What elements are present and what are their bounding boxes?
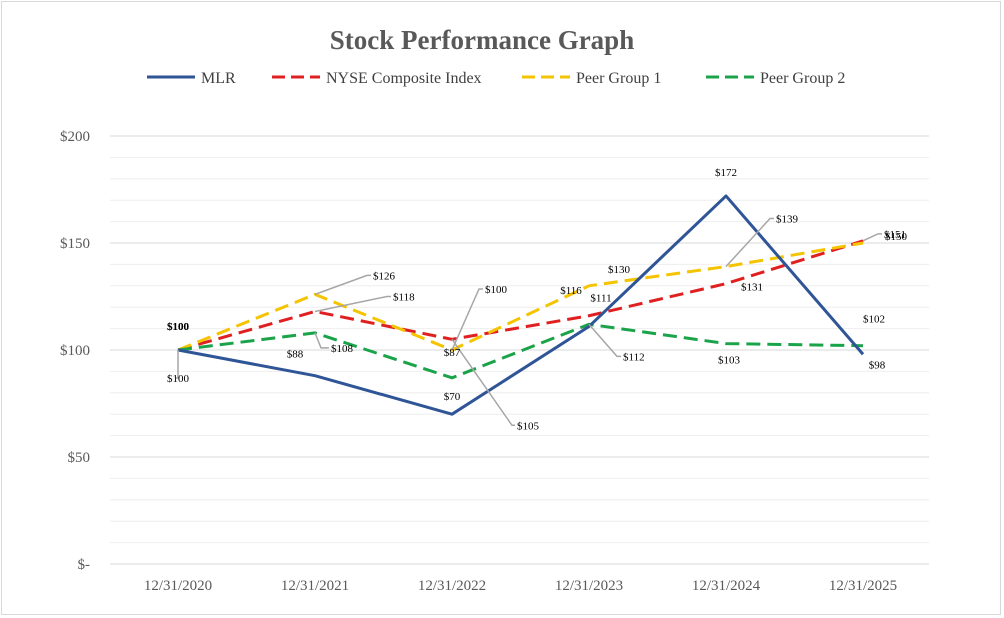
leader-line bbox=[176, 350, 179, 379]
data-label: $139 bbox=[776, 214, 799, 226]
data-label: $131 bbox=[741, 282, 763, 294]
data-label: $103 bbox=[718, 355, 741, 367]
leader-line bbox=[314, 295, 391, 313]
series-line bbox=[177, 239, 864, 352]
data-label: $126 bbox=[373, 270, 396, 282]
leader-line bbox=[451, 288, 483, 351]
data-label: $111 bbox=[590, 292, 611, 304]
legend: MLR NYSE Composite Index Peer Group 1 Peer … bbox=[147, 70, 845, 87]
data-label: $98 bbox=[869, 359, 886, 371]
data-label: $116 bbox=[560, 285, 582, 297]
data-label: $70 bbox=[444, 391, 461, 403]
y-axis: $- $50 $100 $150 $200 bbox=[60, 129, 90, 573]
data-label: $100 bbox=[485, 284, 508, 296]
x-tick-label: 12/31/2025 bbox=[829, 578, 897, 594]
legend-label: NYSE Composite Index bbox=[326, 70, 482, 87]
series-lines bbox=[177, 194, 865, 416]
data-label: $100 bbox=[167, 321, 190, 333]
series-line bbox=[177, 322, 864, 380]
data-label: $108 bbox=[331, 343, 354, 355]
leader-line bbox=[862, 233, 882, 242]
x-tick-label: 12/31/2020 bbox=[144, 578, 212, 594]
leader-line bbox=[588, 323, 621, 358]
data-label: $172 bbox=[715, 167, 737, 179]
data-label: $102 bbox=[863, 314, 885, 326]
data-labels: $100 $88 $70 $111 $172 $98 $100 $118 $105 $116 $13… bbox=[167, 167, 908, 432]
data-label: $112 bbox=[623, 351, 645, 363]
legend-label: Peer Group 1 bbox=[576, 70, 661, 87]
x-tick-label: 12/31/2022 bbox=[418, 578, 486, 594]
data-label: $100 bbox=[167, 321, 190, 333]
legend-label: Peer Group 2 bbox=[760, 70, 845, 87]
y-tick-label: $150 bbox=[60, 236, 90, 252]
y-tick-label: $- bbox=[78, 557, 91, 573]
data-label: $118 bbox=[393, 291, 415, 303]
x-tick-label: 12/31/2021 bbox=[281, 578, 349, 594]
data-label: $88 bbox=[287, 349, 304, 361]
data-label: $150 bbox=[885, 231, 908, 243]
chart-title: Stock Performance Graph bbox=[330, 25, 634, 55]
x-tick-label: 12/31/2023 bbox=[555, 578, 623, 594]
x-tick-label: 12/31/2024 bbox=[692, 578, 761, 594]
y-tick-label: $50 bbox=[68, 450, 91, 466]
leader-line bbox=[451, 338, 515, 427]
leader-line bbox=[314, 274, 371, 296]
gridlines bbox=[110, 135, 929, 565]
data-label: $87 bbox=[444, 347, 461, 359]
y-tick-label: $200 bbox=[60, 129, 90, 145]
data-label: $151 bbox=[884, 229, 906, 241]
data-label: $130 bbox=[608, 264, 631, 276]
y-tick-label: $100 bbox=[60, 343, 90, 359]
series-line bbox=[177, 194, 865, 416]
data-label: $105 bbox=[517, 420, 540, 432]
leader-line bbox=[314, 332, 329, 349]
data-label: $100 bbox=[167, 373, 190, 385]
legend-label: MLR bbox=[201, 70, 236, 87]
data-label: $100 bbox=[167, 321, 190, 333]
leader-line bbox=[725, 217, 774, 268]
x-axis: 12/31/2020 12/31/2021 12/31/2022 12/31/2023… bbox=[144, 578, 897, 594]
series-line bbox=[177, 241, 864, 352]
